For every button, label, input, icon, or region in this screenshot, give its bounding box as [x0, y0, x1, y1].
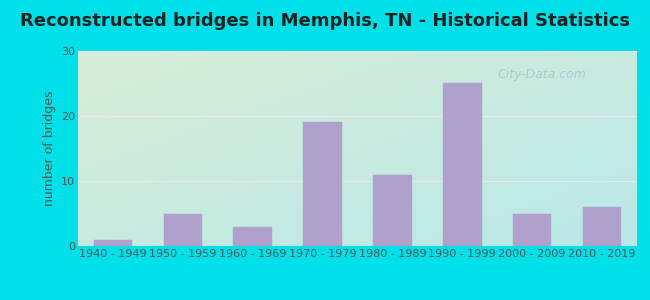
Bar [94, 239, 132, 246]
Bar [304, 122, 342, 246]
Bar [443, 83, 482, 246]
Bar [233, 226, 272, 246]
Text: City-Data.com: City-Data.com [497, 68, 586, 81]
Bar [583, 207, 621, 246]
Bar [513, 214, 551, 246]
Bar [164, 214, 202, 246]
Text: Reconstructed bridges in Memphis, TN - Historical Statistics: Reconstructed bridges in Memphis, TN - H… [20, 12, 630, 30]
Bar [373, 175, 411, 246]
Y-axis label: number of bridges: number of bridges [42, 91, 55, 206]
